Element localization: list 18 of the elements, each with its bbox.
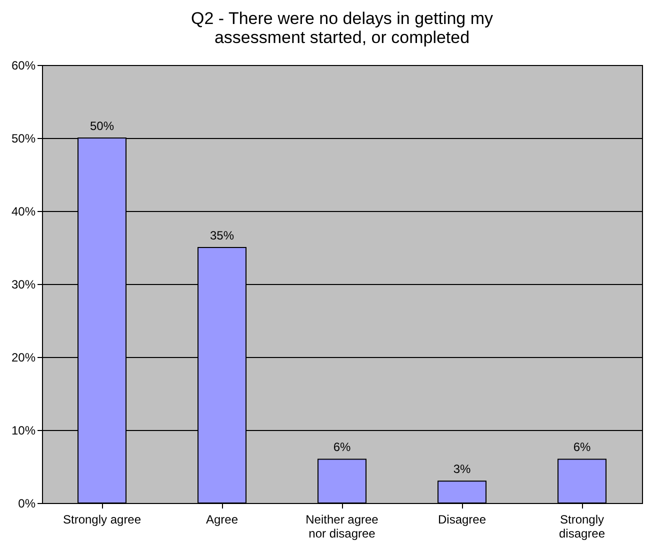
x-tick-label: Disagree (438, 512, 486, 526)
data-label: 50% (90, 119, 114, 133)
data-label: 6% (573, 440, 591, 454)
x-tick-label: Neither agree nor disagree (306, 512, 379, 540)
x-tick-label: Agree (206, 512, 238, 526)
data-label: 6% (333, 440, 351, 454)
y-tick-label: 20% (11, 350, 36, 364)
data-label: 35% (210, 228, 234, 242)
y-tick-label: 10% (11, 424, 36, 438)
chart-title: Q2 - There were no delays in getting my assessment started, or completed (190, 9, 494, 47)
data-label: 3% (453, 462, 471, 476)
y-tick-label: 40% (11, 204, 36, 218)
x-tick-label: Strongly agree (62, 512, 142, 526)
y-tick-label: 0% (18, 496, 36, 510)
y-tick-label: 60% (11, 58, 36, 72)
y-tick-label: 30% (11, 278, 36, 292)
x-tick-label: Strongly disagree (558, 512, 606, 540)
y-tick-label: 50% (11, 132, 36, 146)
